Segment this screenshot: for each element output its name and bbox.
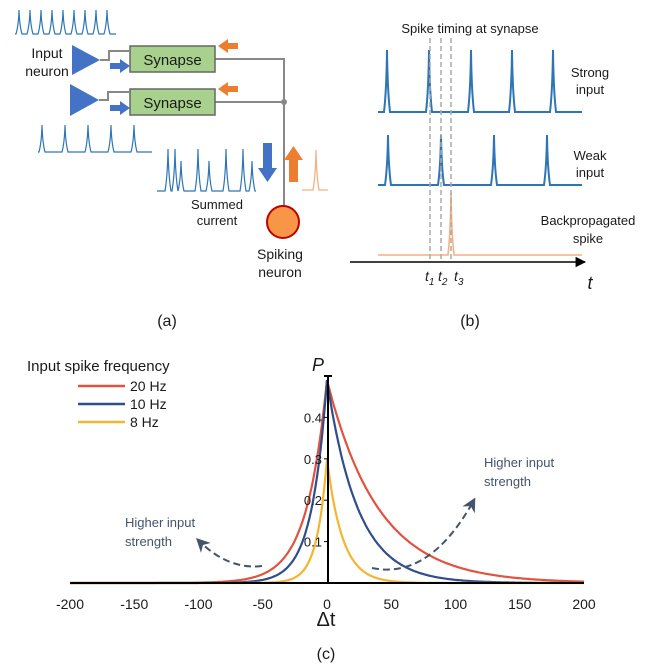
y-tick-label: 0.3 (304, 452, 322, 467)
annotation-left-line1: Higher input (125, 515, 195, 530)
caption-c: (c) (317, 646, 336, 663)
x-tick-label: -150 (120, 596, 148, 612)
y-tick-label: 0.1 (304, 535, 322, 550)
strong-input-label-line1: Strong (571, 65, 609, 80)
input-neuron-2 (70, 84, 99, 116)
y-tick-label: 0.2 (304, 493, 322, 508)
panel-c: Input spike frequency 20 Hz 10 Hz 8 Hz -20… (27, 355, 596, 663)
synapse-label-1: Synapse (143, 52, 201, 69)
x-tick-label: 200 (572, 596, 596, 612)
axon-line-1 (100, 50, 129, 61)
x-axis-label: Δt (317, 609, 336, 631)
input-neuron-1 (72, 45, 100, 75)
legend-title: Input spike frequency (27, 358, 170, 375)
synapse-box-1 (129, 45, 216, 73)
annotation-right-line2: strength (484, 474, 531, 489)
caption-a: (a) (157, 313, 177, 330)
x-tick-label: -200 (56, 596, 84, 612)
summed-current-label-line2: current (197, 213, 238, 228)
input-arrow-1 (110, 59, 130, 73)
backprop-arrow-synapse-1 (218, 39, 238, 53)
legend-label: 10 Hz (130, 396, 167, 412)
junction-dot (281, 99, 287, 105)
legend-label: 8 Hz (130, 414, 159, 430)
input-neuron-label-line2: neuron (25, 63, 69, 79)
synapse-label-2: Synapse (143, 95, 201, 112)
strong-input-spikes (378, 49, 582, 113)
weak-input-trace (378, 134, 582, 186)
input-spike-train-top (15, 9, 116, 35)
y-axis-label: P (312, 355, 324, 375)
backprop-spike (302, 149, 328, 191)
backprop-arrow-up (284, 146, 303, 182)
weak-input-spikes (378, 134, 582, 186)
backprop-label-line2: spike (573, 231, 603, 246)
input-neuron-label-line1: Input (31, 45, 62, 61)
panel-b-axis-label: t (587, 273, 593, 293)
annotation-arc-left (196, 538, 263, 568)
input-spikes-bottom (38, 124, 152, 153)
t3-label: t3 (454, 268, 464, 288)
synapse-output-line-1 (215, 58, 285, 102)
annotation-arc-right (371, 497, 476, 571)
x-tick-label: -100 (184, 596, 212, 612)
legend-label: 20 Hz (130, 378, 167, 394)
y-tick-label: 0.4 (304, 410, 322, 425)
summed-current-trace (157, 148, 256, 192)
panel-b: Spike timing at synapse t1 t2 t3 t Stron… (350, 21, 635, 330)
backprop-spike-trace (302, 149, 328, 191)
strong-input-label-line2: input (576, 82, 605, 97)
x-tick-label: 0 (323, 596, 331, 612)
summed-current-spikes (157, 148, 256, 192)
input-arrow-2 (110, 101, 130, 115)
spiking-neuron-label-line2: neuron (258, 264, 302, 280)
summed-current-arrow-down (258, 143, 277, 182)
annotation-left-line2: strength (125, 534, 172, 549)
x-tick-label: -50 (253, 596, 273, 612)
annotation-right-line1: Higher input (484, 455, 554, 470)
legend: 20 Hz 10 Hz 8 Hz (78, 378, 167, 430)
spiking-neuron-label-line1: Spiking (257, 246, 303, 262)
input-spikes-top (15, 9, 116, 35)
caption-b: (b) (460, 313, 480, 330)
t2-label: t2 (438, 268, 448, 288)
backprop-arrow-synapse-2 (218, 82, 238, 96)
t1-label: t1 (425, 268, 434, 288)
input-spike-train-bottom (38, 124, 152, 153)
x-tick-label: 50 (383, 596, 399, 612)
backprop-label-line1: Backpropagated (541, 213, 636, 228)
synapse-box-2 (129, 88, 216, 116)
weak-input-label-line1: Weak (574, 148, 607, 163)
strong-input-trace (378, 49, 582, 113)
axon-line-2 (99, 91, 129, 101)
weak-input-label-line2: input (576, 165, 605, 180)
panel-b-title: Spike timing at synapse (401, 21, 538, 36)
panel-a: Input neuron Synapse Synapse Summed curr… (15, 9, 328, 330)
summed-current-label-line1: Summed (191, 197, 243, 212)
x-tick-label: 100 (444, 596, 468, 612)
spiking-neuron (266, 205, 300, 239)
x-tick-label: 150 (508, 596, 532, 612)
y-tick-labels: 0.1 0.2 0.3 0.4 (304, 410, 328, 550)
x-tick-labels: -200 -150 -100 -50 0 50 100 150 200 (56, 596, 596, 612)
